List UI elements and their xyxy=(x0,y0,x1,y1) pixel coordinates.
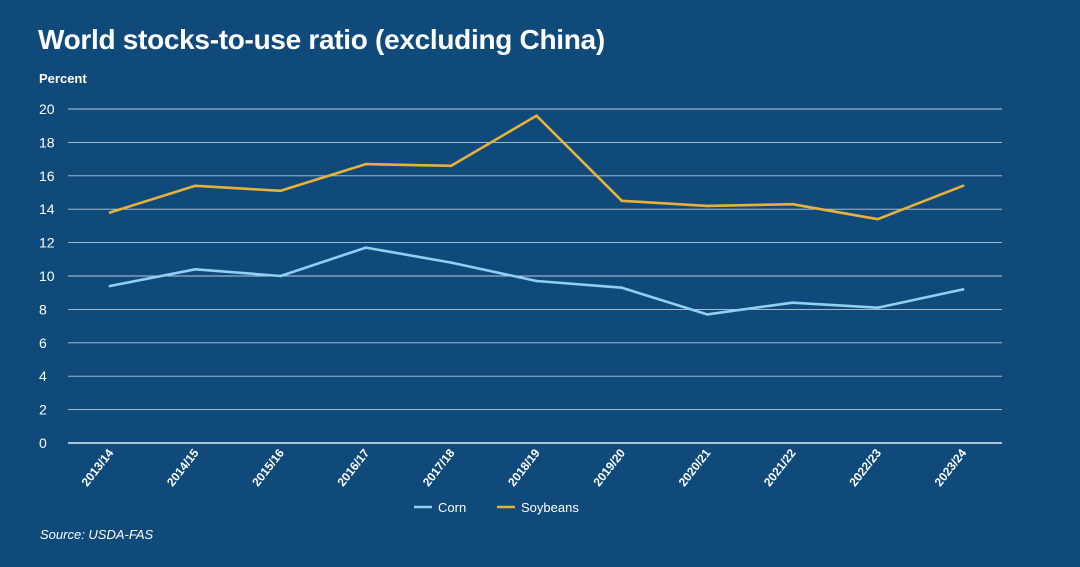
x-tick-label: 2018/19 xyxy=(505,446,543,489)
data-point-corn xyxy=(449,261,453,264)
y-tick-label: 8 xyxy=(39,301,47,317)
y-tick-label: 4 xyxy=(39,368,47,384)
y-tick-label: 2 xyxy=(39,402,47,418)
data-point-corn xyxy=(791,301,794,305)
chart-title: World stocks-to-use ratio (excluding Chi… xyxy=(38,24,605,55)
data-point-corn xyxy=(961,288,965,291)
legend-label-corn: Corn xyxy=(438,500,466,515)
gridlines xyxy=(68,108,1002,444)
data-point-corn xyxy=(620,286,624,289)
y-tick-label: 14 xyxy=(39,201,55,217)
source-note: Source: USDA-FAS xyxy=(40,527,154,542)
y-tick-label: 18 xyxy=(39,134,55,150)
data-point-corn xyxy=(535,279,538,283)
y-tick-label: 20 xyxy=(39,101,55,117)
x-tick-label: 2021/22 xyxy=(761,446,799,489)
data-point-corn xyxy=(108,284,112,288)
y-axis-label: Percent xyxy=(39,71,87,86)
data-point-soybeans xyxy=(194,184,197,188)
x-tick-label: 2016/17 xyxy=(335,446,373,489)
data-point-corn xyxy=(364,246,368,249)
data-point-corn xyxy=(876,306,879,310)
x-tick-label: 2014/15 xyxy=(164,446,202,489)
y-tick-label: 16 xyxy=(39,168,55,184)
data-point-soybeans xyxy=(108,211,112,214)
x-tick-label: 2015/16 xyxy=(249,446,287,489)
y-tick-label: 10 xyxy=(39,268,55,284)
data-point-soybeans xyxy=(364,162,368,166)
x-tick-label: 2023/24 xyxy=(932,446,970,489)
data-point-soybeans xyxy=(535,114,538,117)
data-point-corn xyxy=(279,274,282,278)
legend: Corn Soybeans xyxy=(414,500,579,515)
y-tick-label: 6 xyxy=(39,335,47,351)
data-point-soybeans xyxy=(961,184,965,188)
data-point-soybeans xyxy=(705,204,709,208)
data-point-soybeans xyxy=(279,189,282,193)
x-tick-label: 2017/18 xyxy=(420,446,458,489)
data-point-corn xyxy=(705,313,709,316)
data-point-soybeans xyxy=(620,199,624,203)
x-tick-labels: 2013/14 2014/15 2015/16 2016/17 2017/18 2018/… xyxy=(79,446,970,489)
data-point-soybeans xyxy=(449,164,453,168)
y-tick-labels: 0 2 4 6 8 10 12 14 16 18 20 xyxy=(39,101,55,451)
x-tick-label: 2020/21 xyxy=(676,446,714,489)
data-point-soybeans xyxy=(791,202,794,206)
legend-label-soybeans: Soybeans xyxy=(521,500,579,515)
x-tick-label: 2022/23 xyxy=(846,446,884,489)
data-point-corn xyxy=(194,268,197,271)
x-tick-label: 2013/14 xyxy=(79,446,117,489)
data-point-soybeans xyxy=(876,217,879,221)
series-lines xyxy=(108,114,965,316)
x-tick-label: 2019/20 xyxy=(590,446,628,489)
y-tick-label: 0 xyxy=(39,435,47,451)
y-tick-label: 12 xyxy=(39,235,55,251)
series-line-soybeans xyxy=(108,114,965,221)
